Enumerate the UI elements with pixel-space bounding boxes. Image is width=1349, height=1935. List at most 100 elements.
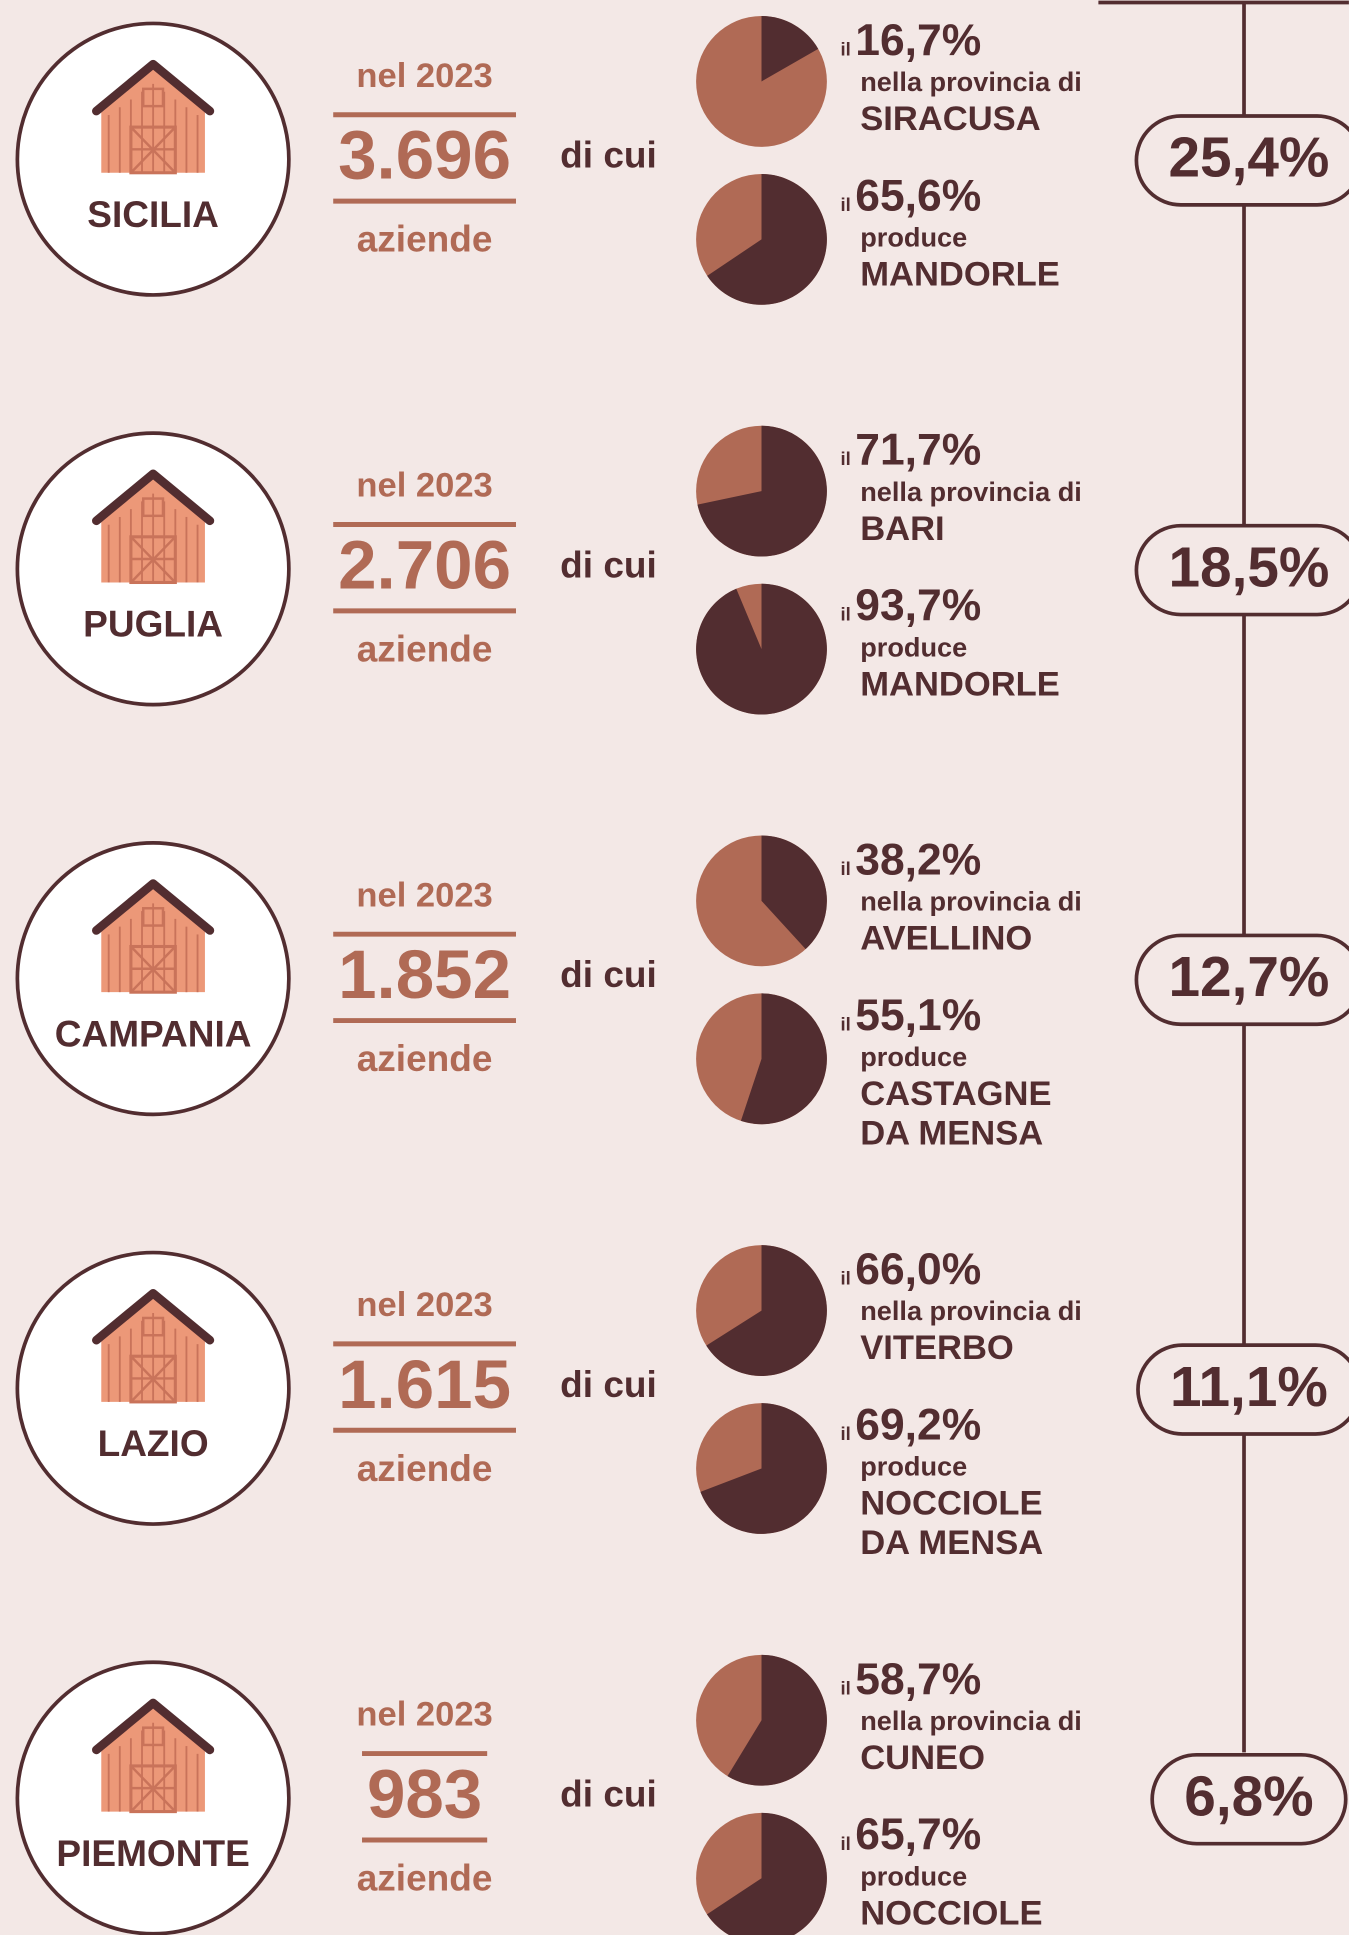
region-name: PUGLIA	[83, 603, 223, 645]
pie-value: 69,2%	[855, 1401, 981, 1450]
share-value: 18,5%	[1168, 536, 1329, 599]
share-pill-box	[1134, 114, 1349, 207]
barn-icon	[92, 879, 215, 994]
pie-slice	[761, 835, 827, 950]
pie-prefix: il	[840, 1677, 850, 1698]
pie-subject: BARI	[860, 510, 944, 548]
share-pill: 11,1%	[1136, 1343, 1349, 1436]
pie-subject: VITERBO	[860, 1329, 1014, 1367]
pie-caption: nella provincia di	[860, 66, 1082, 97]
barn-roof	[92, 59, 215, 116]
barn-window	[142, 497, 165, 518]
pie-subject: NOCCIOLE	[860, 1485, 1042, 1523]
pie-slice	[696, 583, 827, 715]
pie-caption: nella provincia di	[860, 476, 1082, 507]
farm-count: 1.615	[338, 1345, 511, 1423]
share-pill: 6,8%	[1150, 1752, 1348, 1846]
barn-window	[142, 1316, 165, 1337]
di-cui: di cui	[560, 543, 657, 585]
pie-caption: nella provincia di	[860, 1705, 1082, 1736]
pie-subject: CASTAGNE	[860, 1075, 1051, 1113]
year-label: nel 2023	[356, 1286, 492, 1324]
pie-value: 66,0%	[855, 1245, 981, 1294]
barn-roof	[92, 469, 215, 526]
region-name: CAMPANIA	[55, 1012, 252, 1054]
pie-caption: produce	[860, 631, 967, 662]
share-value: 11,1%	[1170, 1356, 1328, 1419]
year-label: nel 2023	[356, 1696, 492, 1734]
pie-subject: MANDORLE	[860, 665, 1060, 703]
pie-slice	[706, 1812, 827, 1935]
pie-prefix: il	[840, 194, 850, 215]
pie-slice	[727, 1654, 827, 1786]
year-label: nel 2023	[356, 876, 492, 914]
pie-subject: CUNEO	[860, 1739, 985, 1777]
pie-prefix: il	[840, 1013, 850, 1034]
pie-value: 16,7%	[855, 16, 981, 65]
pie-slice	[706, 1245, 827, 1376]
region-name: LAZIO	[98, 1422, 209, 1464]
pie-subject: NOCCIOLE	[860, 1894, 1042, 1932]
barn-window	[142, 87, 165, 108]
barn-icon	[92, 1288, 215, 1404]
share-pill-box	[1134, 523, 1349, 617]
pie-caption: produce	[860, 1451, 967, 1482]
pie-caption: produce	[860, 1860, 967, 1891]
pie-slice	[707, 174, 827, 305]
share-pill: 12,7%	[1134, 933, 1349, 1027]
share-pill: 18,5%	[1134, 523, 1349, 617]
pie-caption: produce	[860, 222, 967, 253]
pie-value: 71,7%	[855, 426, 981, 475]
barn-roof	[92, 1698, 215, 1755]
di-cui: di cui	[560, 134, 657, 176]
farm-count: 3.696	[338, 116, 511, 194]
share-pill-box	[1150, 1752, 1348, 1846]
di-cui: di cui	[560, 1773, 657, 1815]
pie-value: 58,7%	[855, 1655, 981, 1704]
pie-prefix: il	[840, 1268, 850, 1289]
share-value: 6,8%	[1184, 1765, 1313, 1828]
farm-count: 1.852	[338, 935, 511, 1013]
pie-prefix: il	[840, 38, 850, 59]
share-pill-box	[1136, 1343, 1349, 1436]
region-name: PIEMONTE	[56, 1832, 249, 1874]
year-label: nel 2023	[356, 467, 492, 505]
barn-roof	[92, 1288, 215, 1345]
pie-subject: SIRACUSA	[860, 100, 1040, 138]
pie-prefix: il	[840, 858, 850, 879]
pie-prefix: il	[840, 1423, 850, 1444]
barn-icon	[92, 1698, 215, 1814]
share-value: 25,4%	[1168, 127, 1329, 190]
pie-value: 65,7%	[855, 1810, 981, 1859]
pie-slice	[740, 993, 827, 1125]
barn-window	[142, 907, 165, 927]
pie-prefix: il	[840, 448, 850, 469]
pie-value: 55,1%	[855, 991, 981, 1040]
barn-window	[142, 1726, 165, 1747]
pie-value: 93,7%	[855, 581, 981, 630]
pie-subject: DA MENSA	[860, 1114, 1043, 1152]
unit-label: aziende	[357, 1856, 493, 1898]
unit-label: aziende	[357, 218, 493, 260]
farm-count: 983	[367, 1755, 482, 1833]
pie-subject: DA MENSA	[860, 1524, 1043, 1562]
pie-slice	[697, 425, 827, 557]
pie-subject: MANDORLE	[860, 256, 1060, 294]
pie-prefix: il	[840, 1833, 850, 1854]
pie-prefix: il	[840, 604, 850, 625]
di-cui: di cui	[560, 953, 657, 995]
di-cui: di cui	[560, 1363, 657, 1405]
unit-label: aziende	[357, 1037, 493, 1079]
barn-door-cross	[130, 126, 177, 174]
pie-caption: produce	[860, 1041, 967, 1072]
unit-label: aziende	[357, 1447, 493, 1489]
farm-count: 2.706	[338, 525, 511, 603]
share-value: 12,7%	[1168, 946, 1329, 1009]
share-pill-box	[1134, 933, 1349, 1027]
pie-slice	[761, 16, 819, 82]
pie-caption: nella provincia di	[860, 1295, 1082, 1326]
pie-caption: nella provincia di	[860, 886, 1082, 917]
share-pill: 25,4%	[1134, 114, 1349, 207]
pie-subject: AVELLINO	[860, 919, 1032, 957]
